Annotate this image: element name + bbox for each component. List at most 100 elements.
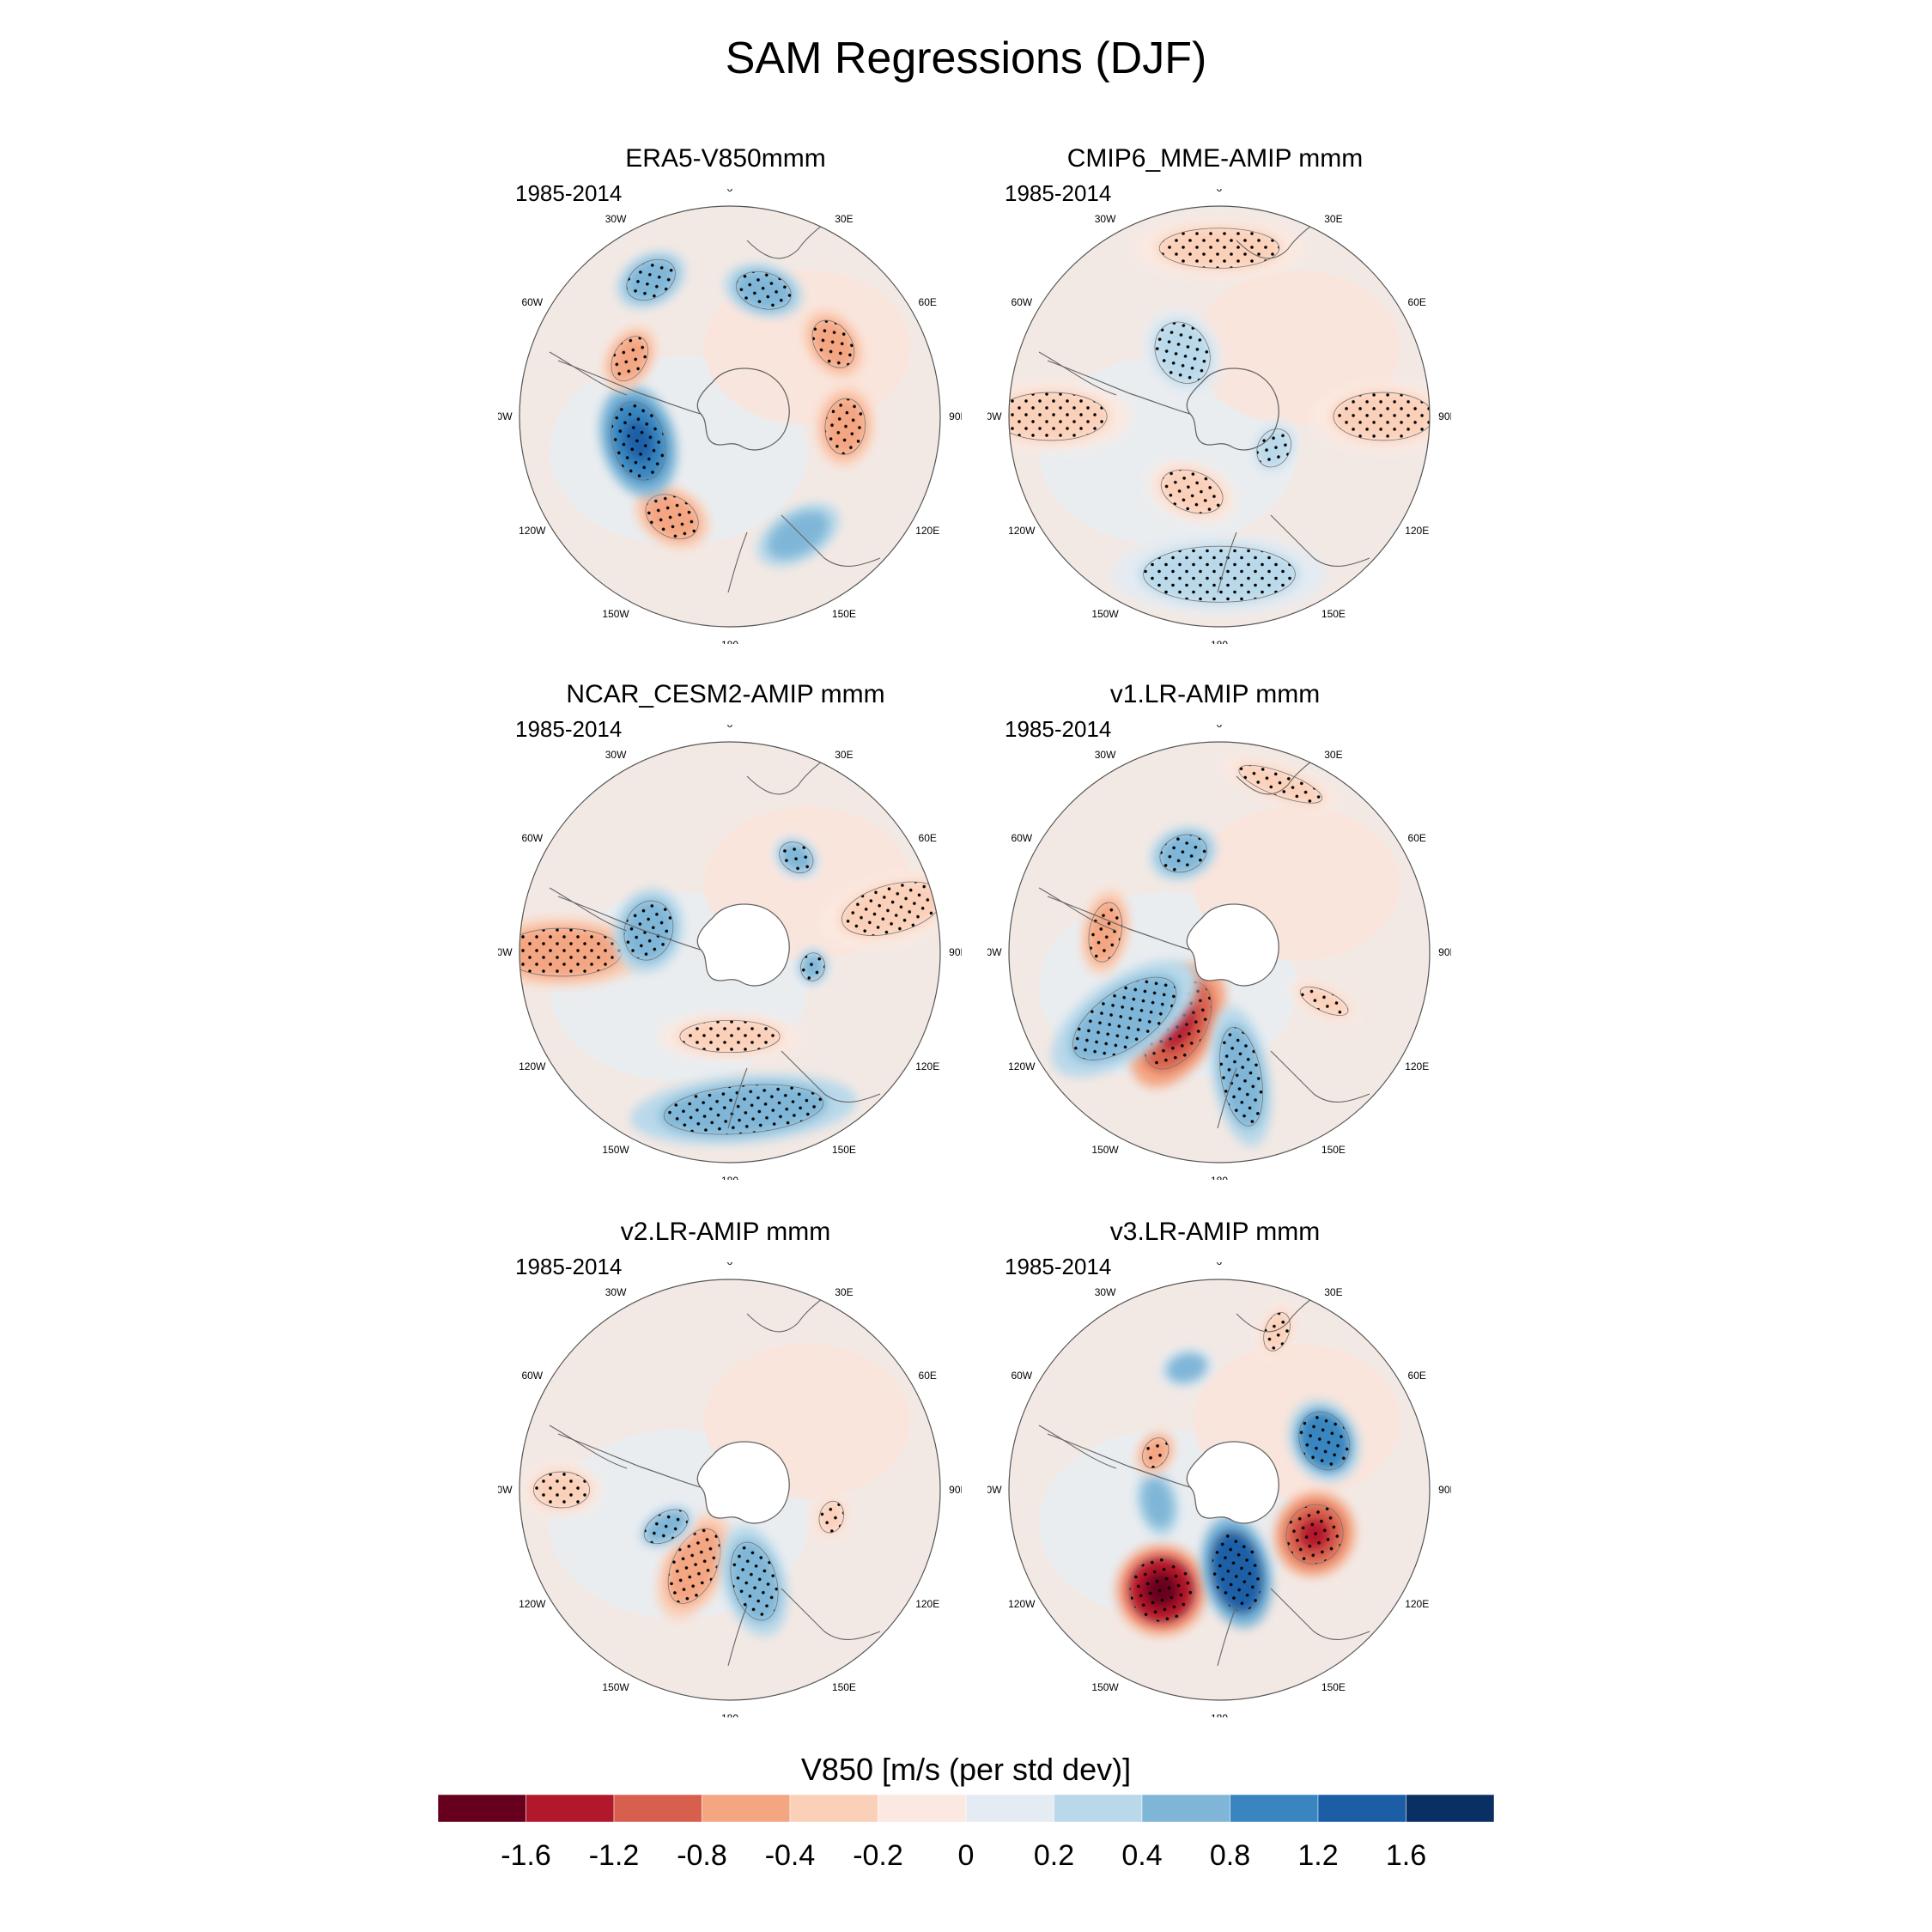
longitude-label: 0 (727, 725, 733, 730)
longitude-label: 30W (1095, 749, 1116, 761)
significance-stipple (818, 1500, 845, 1534)
south-america-coastline (1047, 896, 1191, 951)
significance-stipple (1298, 1411, 1350, 1471)
anomaly-blob (1290, 981, 1358, 1022)
longitude-label: 60W (1011, 832, 1032, 844)
panel-period: 1985-2014 (1005, 180, 1112, 206)
longitude-label: 150W (602, 608, 629, 620)
south-america-coastline-2 (1038, 887, 1117, 932)
longitude-label: 120W (1008, 1598, 1036, 1610)
longitude-label: 120E (1405, 1060, 1429, 1072)
significance-stipple (811, 319, 855, 368)
significance-stipple (645, 494, 699, 540)
longitude-label: 0 (727, 1262, 733, 1267)
significance-stipple (1158, 228, 1280, 269)
colorbar-swatch (526, 1795, 615, 1823)
longitude-label: 180 (1211, 639, 1228, 644)
colorbar-swatch (613, 1795, 702, 1823)
anomaly-core (1165, 1352, 1208, 1383)
south-america-coastline-2 (1038, 1425, 1117, 1469)
anomaly-blob (519, 918, 647, 987)
south-america-coastline-2 (1038, 351, 1117, 396)
colorbar-swatch (965, 1795, 1054, 1823)
significance-stipple (1088, 902, 1123, 963)
colorbar-tick-label: 0.4 (1121, 1839, 1162, 1872)
panel-title: ERA5-V850mmm (625, 144, 826, 173)
anomaly-blob (1143, 309, 1222, 397)
longitude-label: 90W (498, 1484, 513, 1496)
map-panel: v1.LR-AMIP mmm 1985-2014 0 30E 60E 90E 120E 150… (970, 680, 1460, 1180)
longitude-label: 0 (1217, 1262, 1223, 1267)
map-field (1009, 742, 1430, 1163)
anomaly-blob (635, 1502, 698, 1552)
colorbar-swatch (878, 1795, 967, 1823)
panel-period: 1985-2014 (1005, 716, 1112, 742)
panel-period: 1985-2014 (1005, 1254, 1112, 1279)
longitude-label: 60E (1408, 1370, 1426, 1382)
south-america-coastline (1047, 1433, 1191, 1488)
anomaly-blob (820, 870, 940, 947)
colorbar-tick-label: -1.2 (589, 1839, 640, 1872)
anomaly-blob (599, 385, 677, 497)
longitude-label: 90W (498, 946, 513, 958)
longitude-label: 30W (605, 213, 627, 225)
anomaly-blob (1137, 1431, 1175, 1475)
longitude-label: 180 (721, 1712, 738, 1717)
significance-stipple (1219, 1026, 1263, 1127)
anomaly-blob (1148, 460, 1236, 523)
colorbar-tick-label: 0 (958, 1839, 975, 1872)
map-field (1009, 1279, 1430, 1700)
longitude-label: 30W (1095, 213, 1116, 225)
longitude-label: 120W (519, 1598, 546, 1610)
panel-title: v3.LR-AMIP mmm (1109, 1218, 1321, 1246)
anomaly-blob (1274, 1492, 1355, 1577)
map-boundary (519, 1279, 941, 1701)
colorbar-swatch (1054, 1795, 1143, 1823)
longitude-label: 150E (1321, 1144, 1346, 1156)
anomaly-blob (521, 1464, 602, 1516)
longitude-label: 150W (602, 1681, 629, 1693)
anomaly-blob (1081, 890, 1129, 975)
longitude-label: 150W (602, 1144, 629, 1156)
map-panel: NCAR_CESM2-AMIP mmm 1985-2014 0 30E 60E 90E 12… (481, 680, 970, 1180)
colorbar-tick-label: -0.2 (853, 1839, 903, 1872)
anomaly-blob (803, 310, 864, 378)
significance-stipple (730, 1541, 779, 1621)
colorbar-swatch (1141, 1795, 1230, 1823)
colorbar-tick-label: 0.8 (1210, 1839, 1250, 1872)
longitude-label: 150W (1091, 1144, 1119, 1156)
longitude-label: 180 (1211, 1175, 1228, 1180)
longitude-label: 120W (519, 1060, 546, 1072)
significance-stipple (1263, 1312, 1291, 1352)
map-field (519, 742, 940, 1163)
longitude-label: 90W (987, 410, 1002, 422)
antarctica-coastline (696, 903, 790, 987)
longitude-label: 30E (1324, 1286, 1342, 1298)
significance-stipple (1285, 1504, 1344, 1564)
colorbar: -1.6 -1.2 -0.8 -0.4 -0.2 0 0.2 0.4 0.8 1.2 1.6 (437, 1795, 1495, 1872)
longitude-label: 30W (605, 1286, 627, 1298)
longitude-label: 90E (949, 946, 962, 958)
anomaly-blob (1111, 534, 1327, 615)
polar-map: 0 30E 60E 90E 120E 150E 180 150W 120W 90W 60W 30W (498, 1262, 962, 1717)
map-boundary (519, 205, 941, 628)
south-america-coastline-2 (549, 1425, 628, 1469)
longitude-label: 90E (1438, 1484, 1451, 1496)
anomaly-blob (1051, 959, 1199, 1078)
polar-map: 0 30E 60E 90E 120E 150E 180 150W 120W 90W 60W 30W (498, 189, 962, 644)
longitude-label: 150E (832, 608, 856, 620)
longitude-label: 120E (915, 1598, 939, 1610)
longitude-label: 30E (835, 213, 853, 225)
polar-map: 0 30E 60E 90E 120E 150E 180 150W 120W 90W 60W 30W (498, 725, 962, 1180)
anomaly-core (1142, 1478, 1173, 1528)
significance-stipple (1238, 765, 1322, 804)
significance-stipple (643, 1509, 689, 1545)
south-america-coastline-2 (549, 887, 628, 932)
longitude-label: 60E (919, 1370, 937, 1382)
colorbar-tick-label: 1.6 (1386, 1839, 1426, 1872)
colorbar-tick-label: 0.2 (1034, 1839, 1074, 1872)
new-zealand-coastline (727, 1067, 748, 1129)
longitude-label: 90W (987, 1484, 1002, 1496)
longitude-label: 60W (1011, 296, 1032, 308)
map-boundary (1008, 205, 1431, 628)
